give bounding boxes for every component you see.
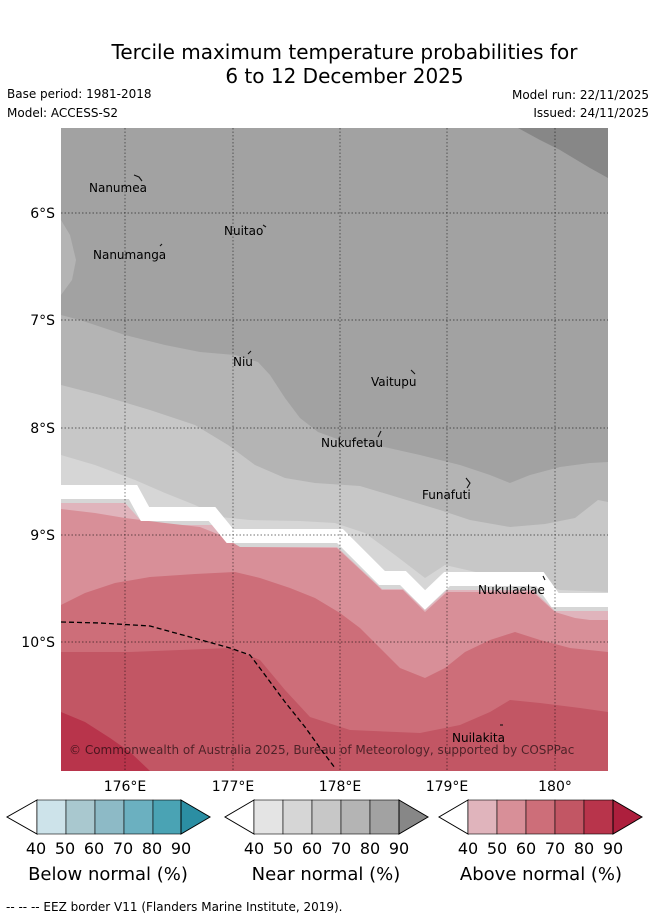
island-vaitupu — [410, 369, 416, 375]
legend-swatch — [525, 799, 556, 835]
legend-swatch — [554, 799, 585, 835]
lon-tick-label: 178°E — [319, 779, 362, 795]
island-nanumea — [133, 174, 143, 182]
legend-tick: 70 — [331, 839, 351, 858]
legend-tick: 70 — [113, 839, 133, 858]
model-run: Model run: 22/11/2025 — [511, 88, 649, 102]
legend-tick: 40 — [26, 839, 46, 858]
place-label: Funafuti — [422, 488, 471, 502]
island-nanumanga — [159, 243, 163, 247]
copyright-notice: © Commonwealth of Australia 2025, Bureau… — [69, 743, 574, 757]
place-label: Niu — [233, 355, 253, 369]
map-title: Tercile maximum temperature probabilitie… — [0, 40, 655, 88]
legend-swatch — [36, 799, 67, 835]
legend-label: Below normal (%) — [28, 864, 188, 885]
lon-tick-label: 179°E — [426, 779, 469, 795]
model-name: Model: ACCESS-S2 — [7, 106, 119, 120]
legend-tick: 90 — [171, 839, 191, 858]
place-label: Nuitao — [224, 224, 263, 238]
island-funafuti — [465, 477, 471, 489]
legend-tick: 40 — [458, 839, 478, 858]
legend-tick: 70 — [545, 839, 565, 858]
legend-swatch — [583, 799, 614, 835]
legend-over-arrow — [612, 799, 643, 835]
legend-tick: 60 — [516, 839, 536, 858]
lon-tick-label: 177°E — [212, 779, 255, 795]
lon-tick-label: 176°E — [104, 779, 147, 795]
legend-under-arrow — [224, 799, 255, 835]
legend-tick: 90 — [603, 839, 623, 858]
legend-label: Above normal (%) — [460, 864, 622, 885]
island-nuitao — [262, 224, 267, 228]
legend-near-normal: 40 50 60 70 80 90 Near normal (%) — [224, 799, 429, 885]
eez-footnote: -- -- -- EEZ border V11 (Flanders Marine… — [6, 900, 343, 914]
legend-tick: 60 — [84, 839, 104, 858]
lat-tick-label: 10°S — [21, 635, 55, 651]
legend-tick: 60 — [302, 839, 322, 858]
latitude-axis: 6°S 7°S 8°S 9°S 10°S — [21, 206, 55, 651]
legend-swatch — [467, 799, 498, 835]
place-label: Vaitupu — [371, 375, 417, 389]
place-label: Nukufetau — [321, 436, 383, 450]
legend-under-arrow — [5, 799, 38, 835]
lat-tick-label: 7°S — [30, 313, 55, 329]
island-niu — [247, 350, 252, 355]
legend-under-arrow — [438, 799, 469, 835]
lat-tick-label: 6°S — [30, 206, 55, 222]
legend-tick: 80 — [142, 839, 162, 858]
tercile-boundary-gap — [55, 485, 615, 610]
title-line-2: 6 to 12 December 2025 — [225, 64, 464, 88]
legend-swatch — [340, 799, 371, 835]
legend-swatch — [152, 799, 182, 835]
legend-tick: 50 — [487, 839, 507, 858]
place-label: Nuilakita — [452, 731, 505, 745]
lon-tick-label: 180° — [538, 779, 572, 795]
legend-over-arrow — [398, 799, 429, 835]
legend-tick: 80 — [360, 839, 380, 858]
islands — [133, 174, 546, 726]
near-normal-band-70-west — [61, 220, 76, 295]
above-normal-band-80 — [61, 712, 150, 771]
graticule — [61, 128, 608, 771]
longitude-axis: 176°E 177°E 178°E 179°E 180° — [104, 779, 572, 795]
near-normal-band-90 — [518, 128, 608, 178]
legend-over-arrow — [180, 799, 211, 835]
legend-swatch — [282, 799, 313, 835]
place-labels: Nanumea Nuitao Nanumanga Niu Vaitupu Nuk… — [89, 181, 545, 745]
title-line-1: Tercile maximum temperature probabilitie… — [111, 40, 578, 64]
place-label: Nanumea — [89, 181, 147, 195]
place-label: Nukulaelae — [478, 583, 545, 597]
island-nukufetau — [377, 430, 382, 438]
legend-tick: 50 — [55, 839, 75, 858]
lat-tick-label: 8°S — [30, 421, 55, 437]
legend-below-normal: 40 50 60 70 80 90 Below normal (%) — [5, 799, 211, 885]
legend-swatch — [123, 799, 154, 835]
legend-tick: 90 — [389, 839, 409, 858]
legend-above-normal: 40 50 60 70 80 90 Above normal (%) — [438, 799, 643, 885]
legend-swatch — [369, 799, 400, 835]
legend-swatch — [65, 799, 96, 835]
lat-tick-label: 9°S — [30, 528, 55, 544]
eez-border — [60, 621, 336, 769]
legend-tick: 40 — [244, 839, 264, 858]
above-normal-band-70 — [61, 648, 608, 771]
legend-swatch — [253, 799, 284, 835]
legend-swatch — [311, 799, 342, 835]
legend-swatch — [94, 799, 125, 835]
legend-label: Near normal (%) — [252, 864, 401, 885]
island-nukulaelae — [542, 575, 546, 581]
legend-tick: 80 — [574, 839, 594, 858]
issued-date: Issued: 24/11/2025 — [533, 106, 649, 120]
base-period: Base period: 1981-2018 — [7, 87, 152, 101]
legend-swatch — [496, 799, 527, 835]
place-label: Nanumanga — [93, 248, 166, 262]
legend-tick: 50 — [273, 839, 293, 858]
